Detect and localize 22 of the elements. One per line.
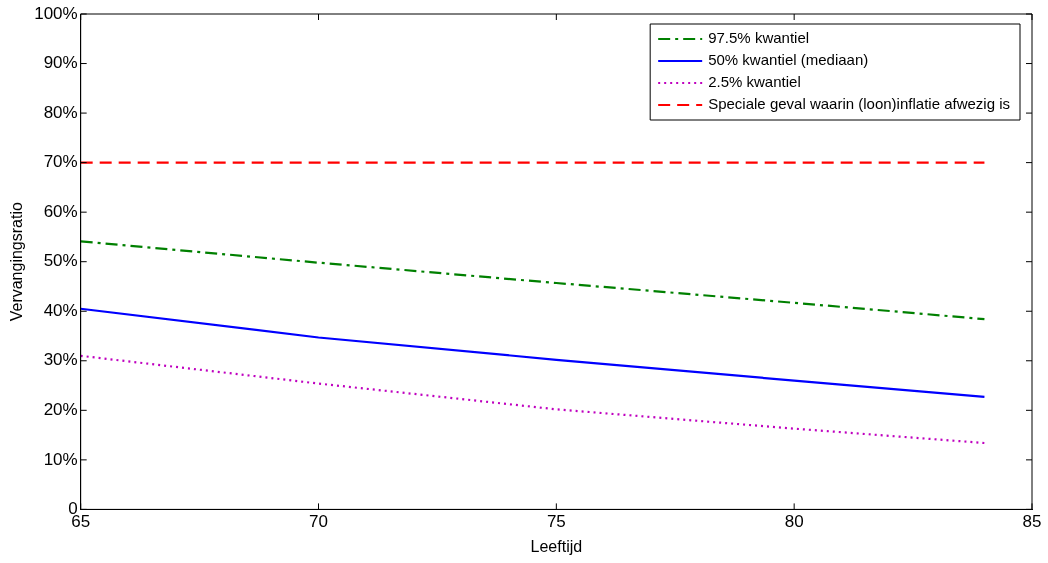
y-tick-label: 90% [43, 53, 78, 73]
legend-label: 97.5% kwantiel [708, 29, 810, 47]
y-axis-title: Vervangingsratio [8, 202, 26, 322]
x-tick-label: 70 [309, 512, 328, 532]
legend-label: 2.5% kwantiel [708, 73, 801, 91]
line-series [80, 240, 986, 321]
y-tick-label: 100% [34, 3, 78, 23]
y-tick-label: 40% [43, 300, 78, 320]
x-tick-label: 80 [784, 512, 804, 532]
x-tick-label: 85 [1022, 512, 1042, 532]
legend-label: Speciale geval waarin (loon)inflatie afwezig is [708, 95, 1010, 113]
x-tick-label: 75 [546, 512, 566, 532]
y-tick-label: 70% [43, 152, 78, 172]
legend-label: 50% kwantiel (mediaan) [708, 51, 869, 69]
line-series [80, 354, 986, 445]
y-tick-label: 80% [43, 102, 78, 122]
y-tick-label: 30% [43, 350, 78, 370]
y-tick-label: 20% [43, 400, 78, 420]
x-axis-title: Leeftijd [530, 537, 583, 555]
y-tick-label: 50% [43, 251, 78, 271]
y-tick-label: 60% [43, 201, 78, 221]
y-tick-label: 10% [43, 449, 78, 469]
